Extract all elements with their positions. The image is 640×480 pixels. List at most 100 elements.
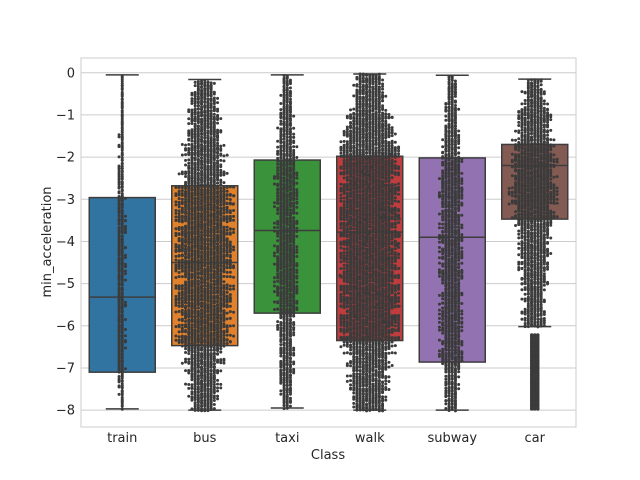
swarm-point [219, 267, 223, 271]
swarm-point [203, 318, 207, 322]
swarm-point [203, 203, 207, 207]
swarm-point [225, 285, 229, 289]
grid-lines [81, 72, 576, 411]
swarm-point [193, 287, 197, 291]
swarm-point [206, 368, 210, 372]
swarm-point [177, 212, 181, 216]
swarm-point [377, 358, 381, 362]
swarm-point [228, 284, 232, 288]
swarm-point [120, 202, 124, 206]
swarm-point [123, 196, 127, 200]
swarm-point [339, 345, 343, 349]
swarm-point [365, 284, 369, 288]
swarm-point [209, 289, 213, 293]
swarm-point [222, 181, 226, 185]
swarm-point [193, 169, 197, 173]
swarm-point [120, 363, 124, 367]
swarm-point [120, 144, 124, 148]
swarm-point [184, 343, 188, 347]
swarm-point [288, 317, 292, 321]
swarm-point [190, 229, 194, 233]
swarm-point [184, 224, 188, 228]
swarm-point [228, 240, 232, 244]
swarm-point [180, 189, 184, 193]
swarm-point [371, 292, 375, 296]
swarm-point [282, 84, 286, 88]
swarm-point [219, 206, 223, 210]
swarm-point [212, 380, 216, 384]
swarm-point [206, 289, 210, 293]
y-tick-label: −5 [56, 277, 75, 292]
swarm-point [342, 284, 346, 288]
swarm-point [196, 343, 200, 347]
swarm-point [196, 326, 200, 330]
swarm-point [384, 345, 388, 349]
swarm-point [225, 189, 229, 193]
swarm-point [200, 331, 204, 335]
swarm-point [282, 132, 286, 136]
swarm-point [117, 176, 121, 180]
swarm-point [222, 309, 226, 313]
swarm-point [276, 239, 280, 243]
swarm-point [292, 114, 296, 118]
swarm-point [184, 197, 188, 201]
swarm-point [282, 268, 286, 272]
swarm-point [288, 298, 292, 302]
swarm-point [228, 192, 232, 196]
swarm-point [184, 153, 188, 157]
swarm-point [377, 378, 381, 382]
swarm-point [219, 315, 223, 319]
swarm-point [272, 226, 276, 230]
swarm-point [361, 375, 365, 379]
swarm-point [292, 145, 296, 149]
swarm-point [397, 283, 401, 287]
swarm-point [295, 245, 299, 249]
swarm-point [184, 275, 188, 279]
swarm-point [212, 177, 216, 181]
swarm-point [225, 241, 229, 245]
swarm-point [120, 247, 124, 251]
swarm-point [177, 189, 181, 193]
swarm-point [180, 361, 184, 365]
swarm-point [371, 403, 375, 407]
swarm-bus [174, 78, 236, 413]
swarm-point [177, 301, 181, 305]
swarm-point [193, 359, 197, 363]
swarm-point [203, 257, 207, 261]
swarm-point [193, 376, 197, 380]
swarm-point [225, 228, 229, 232]
swarm-point [219, 369, 223, 373]
swarm-point [228, 333, 232, 337]
swarm-point [177, 318, 181, 322]
swarm-point [206, 332, 210, 336]
swarm-point [385, 324, 389, 328]
swarm-point [209, 237, 213, 241]
swarm-point [120, 338, 124, 342]
swarm-point [282, 120, 286, 124]
swarm-point [190, 151, 194, 155]
swarm-point [184, 255, 188, 259]
swarm-point [231, 202, 235, 206]
swarm-point [219, 192, 223, 196]
swarm-point [295, 211, 299, 215]
swarm-point [190, 182, 194, 186]
swarm-point [219, 313, 223, 317]
swarm-point [184, 360, 188, 364]
swarm-point [184, 268, 188, 272]
swarm-point [225, 317, 229, 321]
swarm-point [219, 233, 223, 237]
swarm-point [180, 292, 184, 296]
swarm-point [225, 328, 229, 332]
swarm-point [358, 364, 362, 368]
swarm-point [219, 329, 223, 333]
swarm-point [209, 195, 213, 199]
swarm-point [361, 302, 365, 306]
swarm-point [187, 335, 191, 339]
swarm-point [184, 272, 188, 276]
swarm-point [209, 81, 213, 85]
swarm-point [288, 145, 292, 149]
swarm-point [368, 352, 372, 356]
swarm-point [200, 301, 204, 305]
swarm-point [203, 157, 207, 161]
swarm-point [174, 203, 178, 207]
